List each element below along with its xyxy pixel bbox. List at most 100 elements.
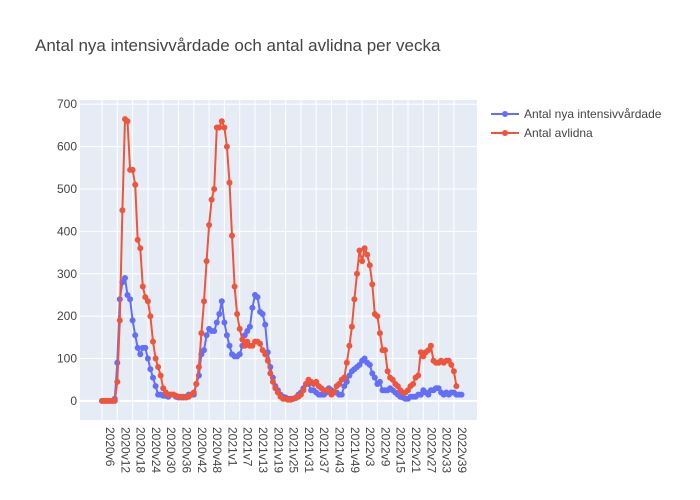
series-1	[99, 275, 465, 404]
data-point	[236, 325, 243, 332]
data-point	[206, 222, 213, 228]
data-point	[116, 317, 123, 324]
x-tick-label: 2021v43	[333, 427, 347, 473]
x-tick-label: 2020v12	[118, 427, 132, 473]
y-tick-label: 100	[57, 352, 77, 366]
data-point	[254, 294, 261, 301]
data-point	[129, 166, 136, 173]
y-tick-label: 600	[57, 140, 77, 154]
data-point	[203, 332, 210, 339]
data-point	[198, 330, 205, 337]
data-point	[346, 342, 353, 349]
data-point	[382, 347, 388, 354]
x-tick-label: 2021v13	[256, 427, 270, 473]
y-tick-label: 0	[70, 394, 77, 408]
x-tick-label: 2020v42	[195, 427, 209, 473]
x-tick-label: 2021v25	[287, 427, 301, 473]
data-point	[218, 298, 225, 305]
data-point	[262, 351, 269, 358]
data-point	[239, 336, 246, 343]
x-tick-label: 2022v21	[409, 427, 423, 473]
data-point	[144, 298, 151, 305]
data-point	[231, 283, 238, 290]
data-point	[264, 357, 271, 364]
data-point	[127, 296, 134, 303]
legend-item[interactable]: Antal avlidna	[491, 126, 593, 140]
data-point	[147, 313, 154, 320]
data-point	[366, 361, 373, 368]
data-point	[147, 366, 154, 373]
data-point	[216, 311, 223, 317]
x-tick-label: 2020v30	[164, 427, 178, 473]
data-point	[325, 387, 332, 394]
data-point	[119, 207, 126, 214]
data-point	[246, 323, 253, 330]
data-point	[348, 323, 355, 330]
y-tick-label: 400	[57, 224, 77, 238]
data-point	[193, 381, 200, 387]
x-tick-label: 2021v1	[225, 427, 239, 467]
data-point	[267, 370, 274, 377]
data-point	[195, 364, 202, 370]
x-tick-label: 2021v7	[241, 427, 255, 467]
legend-swatch-marker	[502, 111, 508, 117]
series-2	[99, 116, 460, 404]
data-point	[137, 351, 144, 358]
data-point	[221, 124, 228, 131]
y-tick-label: 200	[57, 309, 77, 323]
data-point	[448, 361, 455, 368]
data-point	[132, 181, 139, 188]
data-point	[343, 359, 350, 366]
data-point	[129, 317, 136, 324]
data-point	[361, 245, 368, 252]
data-point	[137, 245, 144, 252]
x-tick-label: 2022v27	[424, 427, 438, 473]
data-point	[142, 344, 149, 351]
data-point	[338, 391, 345, 398]
x-tick-label: 2021v37	[317, 427, 331, 473]
legend[interactable]: Antal nya intensivvårdade Antal avlidna	[491, 107, 662, 140]
data-point	[371, 374, 378, 381]
data-point	[384, 368, 391, 375]
data-point	[216, 124, 223, 131]
x-tick-label: 2022v15	[394, 427, 408, 473]
data-point	[152, 355, 159, 362]
data-point	[361, 355, 368, 362]
data-point	[223, 143, 230, 150]
data-point	[201, 347, 207, 354]
data-point	[376, 330, 383, 337]
legend-label: Antal avlidna	[524, 126, 593, 140]
data-point	[341, 374, 348, 381]
data-point	[389, 376, 396, 383]
data-point	[376, 378, 383, 385]
data-point	[262, 321, 269, 328]
x-tick-label: 2022v33	[440, 427, 454, 473]
data-point	[132, 332, 139, 339]
x-tick-label: 2020v24	[149, 427, 163, 473]
data-point	[139, 283, 146, 290]
legend-label: Antal nya intensivvårdade	[524, 107, 662, 121]
data-point	[155, 364, 162, 370]
data-point	[218, 118, 225, 125]
data-point	[249, 304, 256, 311]
data-point	[226, 342, 233, 349]
data-point	[359, 258, 366, 265]
data-point	[160, 385, 167, 392]
legend-item[interactable]: Antal nya intensivvårdade	[491, 107, 662, 121]
data-point	[356, 247, 363, 254]
x-tick-label: 2020v48	[210, 427, 224, 473]
data-point	[150, 374, 156, 381]
data-point	[300, 387, 307, 394]
x-tick-label: 2022v9	[378, 427, 392, 467]
x-tick-label: 2020v36	[180, 427, 194, 473]
data-point	[211, 186, 218, 192]
data-point	[259, 311, 266, 317]
data-point	[208, 196, 215, 203]
y-tick-label: 500	[57, 182, 77, 196]
data-point	[364, 251, 371, 258]
x-tick-label: 2022v39	[455, 427, 469, 473]
data-point	[453, 383, 460, 390]
data-point	[134, 236, 141, 243]
data-point	[211, 328, 218, 334]
